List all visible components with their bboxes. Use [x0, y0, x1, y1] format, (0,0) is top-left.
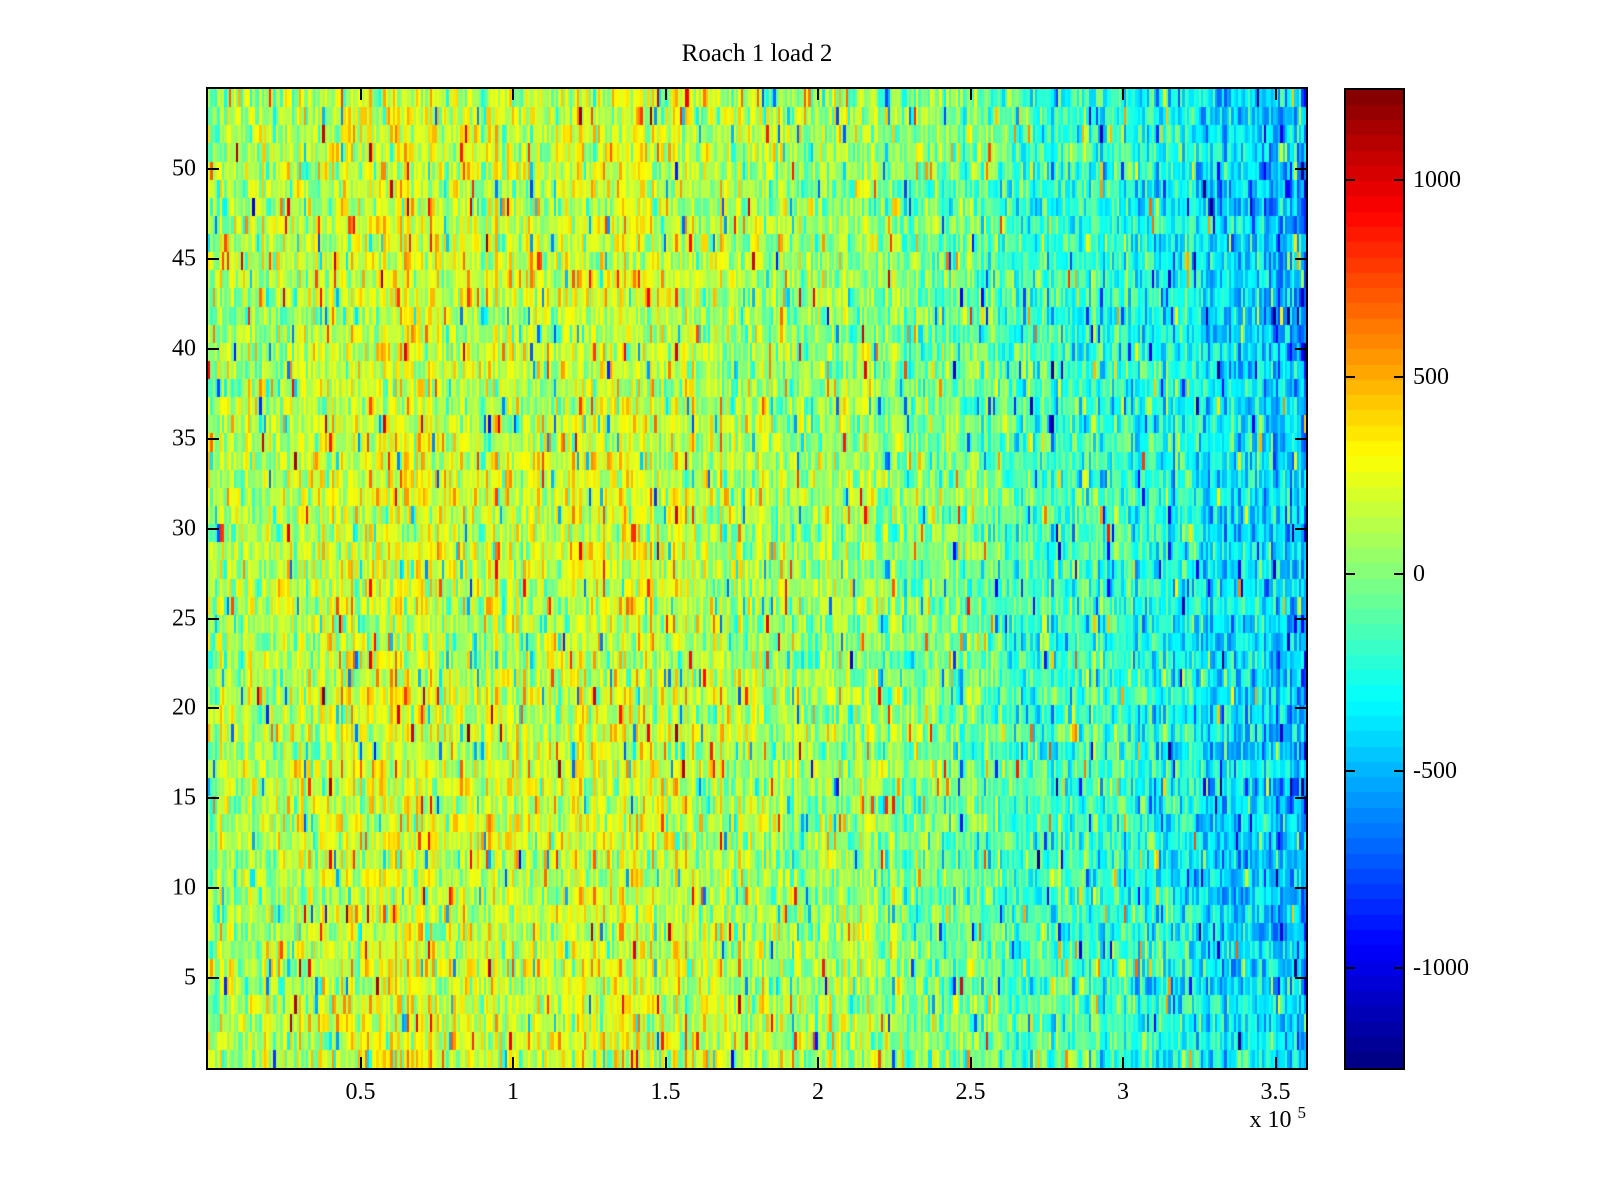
x-tick-top: [664, 89, 667, 100]
colorbar-tick-right: [1394, 769, 1403, 772]
x-tick-top: [969, 89, 972, 100]
colorbar-box: [1344, 88, 1405, 1070]
x-tick-top: [817, 89, 819, 100]
y-tick-label: 15: [172, 784, 196, 811]
x-tick-bottom: [664, 1057, 667, 1068]
colorbar-tick-label: 0: [1413, 560, 1425, 587]
x-axis-multiplier-base: x 10: [1249, 1107, 1292, 1133]
colorbar-tick-label: -1000: [1413, 954, 1469, 981]
heatmap-canvas: [208, 89, 1306, 1068]
x-axis-multiplier-exponent: 5: [1297, 1103, 1307, 1122]
y-tick-left: [208, 707, 219, 710]
x-tick-bottom: [1274, 1057, 1277, 1068]
y-tick-label: 20: [172, 694, 196, 721]
y-tick-right: [1295, 527, 1306, 530]
colorbar-tick-left: [1346, 572, 1355, 575]
y-tick-label: 30: [172, 515, 196, 542]
x-tick-label: 1: [507, 1079, 519, 1105]
x-tick-label: 2.5: [955, 1079, 986, 1105]
colorbar-tick-label: 500: [1413, 363, 1449, 390]
y-tick-right: [1295, 437, 1306, 440]
y-tick-right: [1295, 168, 1306, 170]
y-tick-left: [208, 168, 219, 170]
y-tick-label: 50: [172, 155, 196, 182]
colorbar-tick-right: [1394, 178, 1403, 181]
colorbar-tick-left: [1346, 375, 1355, 378]
y-tick-label: 5: [184, 964, 196, 991]
y-tick-left: [208, 887, 219, 890]
y-tick-label: 35: [172, 425, 196, 452]
colorbar-tick-right: [1394, 375, 1403, 378]
y-tick-label: 40: [172, 335, 196, 362]
colorbar-tick-label: 1000: [1413, 166, 1461, 193]
x-tick-bottom: [1122, 1057, 1124, 1068]
x-tick-label: 3.5: [1260, 1079, 1291, 1105]
x-tick-label: 3: [1117, 1079, 1129, 1105]
y-tick-right: [1295, 887, 1306, 890]
colorbar-tick-label: -500: [1413, 757, 1457, 784]
colorbar-tick-left: [1346, 966, 1355, 969]
y-tick-label: 25: [172, 605, 196, 632]
y-tick-right: [1295, 257, 1306, 260]
x-tick-top: [359, 89, 362, 100]
y-tick-right: [1295, 977, 1306, 980]
y-tick-right: [1295, 347, 1306, 350]
colorbar-tick-right: [1394, 966, 1403, 969]
y-tick-left: [208, 977, 219, 980]
colorbar-tick-left: [1346, 769, 1355, 772]
colorbar-tick-left: [1346, 178, 1355, 181]
y-tick-left: [208, 617, 219, 620]
x-axis-multiplier: x 10 5: [1250, 1104, 1307, 1132]
y-tick-right: [1295, 617, 1306, 620]
x-tick-label: 1.5: [650, 1079, 681, 1105]
y-tick-left: [208, 347, 219, 350]
x-tick-label: 0.5: [345, 1079, 376, 1105]
y-tick-left: [208, 257, 219, 260]
x-tick-top: [1122, 89, 1124, 100]
plot-title: Roach 1 load 2: [681, 40, 833, 67]
x-tick-top: [1274, 89, 1277, 100]
x-tick-bottom: [817, 1057, 819, 1068]
x-tick-bottom: [359, 1057, 362, 1068]
colorbar-canvas: [1346, 90, 1403, 1068]
y-tick-left: [208, 527, 219, 530]
y-tick-left: [208, 437, 219, 440]
x-tick-bottom: [969, 1057, 972, 1068]
y-tick-left: [208, 797, 219, 800]
y-tick-label: 45: [172, 245, 196, 272]
x-tick-bottom: [512, 1057, 514, 1068]
colorbar-tick-right: [1394, 572, 1403, 575]
y-tick-right: [1295, 707, 1306, 710]
y-tick-label: 10: [172, 874, 196, 901]
axes-box: [206, 87, 1308, 1070]
y-tick-right: [1295, 797, 1306, 800]
x-tick-top: [512, 89, 514, 100]
x-tick-label: 2: [812, 1079, 824, 1105]
